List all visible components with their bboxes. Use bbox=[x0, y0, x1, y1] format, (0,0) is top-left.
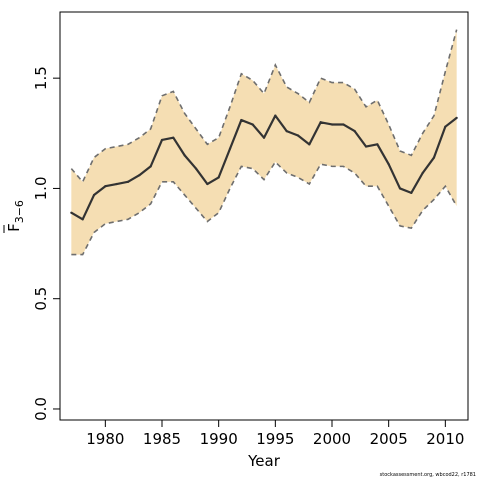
estimate-point-2011 bbox=[455, 116, 458, 119]
estimate-point-1991 bbox=[228, 147, 232, 150]
estimate-point-2006 bbox=[398, 187, 402, 190]
estimate-point-2008 bbox=[421, 171, 424, 175]
estimate-point-1983 bbox=[138, 174, 141, 177]
y-tick-label-0.0: 0.0 bbox=[32, 397, 50, 421]
y-axis-title-main: F bbox=[5, 223, 23, 232]
y-axis-title-subscript: 3−6 bbox=[13, 200, 26, 223]
estimate-point-1984 bbox=[149, 165, 152, 168]
estimate-point-1982 bbox=[126, 180, 130, 183]
estimate-point-2002 bbox=[353, 129, 356, 133]
x-tick-label-1995: 1995 bbox=[256, 430, 294, 448]
estimate-point-1990 bbox=[217, 176, 220, 179]
estimate-point-1996 bbox=[285, 129, 288, 133]
confidence-band bbox=[71, 29, 457, 255]
estimate-point-1997 bbox=[296, 134, 300, 137]
lower-bound-line bbox=[71, 160, 458, 256]
y-tick-label-1.0: 1.0 bbox=[32, 177, 50, 201]
upper-bound-line bbox=[70, 29, 458, 184]
estimate-point-1993 bbox=[251, 123, 254, 126]
y-tick-label-0.5: 0.5 bbox=[32, 287, 50, 311]
estimate-point-1995 bbox=[274, 114, 277, 117]
estimate-point-1977 bbox=[70, 211, 73, 214]
estimate-point-1986 bbox=[172, 136, 175, 139]
source-credit: stockassessment.org, wbcod22, r1781 bbox=[379, 472, 476, 478]
y-axis-title: F3−6 bbox=[3, 200, 26, 233]
x-tick-label-2005: 2005 bbox=[370, 430, 408, 448]
confidence-band-area bbox=[71, 29, 457, 255]
x-tick-label-1980: 1980 bbox=[86, 430, 124, 448]
x-axis: 1980 1985 1990 1995 2000 2005 2010 bbox=[86, 419, 464, 448]
x-axis-title: Year bbox=[247, 452, 281, 470]
x-tick-label-2010: 2010 bbox=[426, 430, 464, 448]
estimate-point-1979 bbox=[92, 193, 96, 197]
y-axis: 0.0 0.5 1.0 1.5 bbox=[32, 66, 61, 421]
estimate-point-2001 bbox=[342, 123, 345, 126]
estimate-point-1985 bbox=[160, 138, 164, 142]
x-tick-label-1985: 1985 bbox=[143, 430, 181, 448]
y-tick-label-1.5: 1.5 bbox=[32, 66, 50, 90]
estimate-point-2010 bbox=[444, 125, 447, 128]
estimate-point-1992 bbox=[240, 118, 243, 122]
estimate-point-2004 bbox=[376, 143, 379, 146]
x-tick-label-1990: 1990 bbox=[200, 430, 238, 448]
svg-text:F3−6: F3−6 bbox=[5, 200, 26, 232]
estimate-point-1988 bbox=[194, 167, 198, 170]
estimate-point-2009 bbox=[432, 156, 436, 159]
confidence-bounds bbox=[70, 29, 458, 256]
estimate-point-2005 bbox=[387, 163, 390, 166]
estimate-point-1987 bbox=[183, 154, 186, 157]
estimate-point-1998 bbox=[308, 143, 311, 146]
estimate-point-1994 bbox=[262, 136, 266, 139]
estimate-point-2007 bbox=[410, 191, 413, 194]
estimate-points bbox=[70, 114, 458, 221]
estimate-point-1980 bbox=[104, 185, 107, 188]
estimate-point-2003 bbox=[364, 145, 368, 148]
x-tick-label-2000: 2000 bbox=[313, 430, 351, 448]
estimate-point-1978 bbox=[81, 218, 84, 221]
estimate-point-1981 bbox=[115, 182, 118, 186]
estimate-point-1989 bbox=[206, 182, 209, 186]
estimate-point-2000 bbox=[330, 123, 334, 126]
estimate-point-1999 bbox=[319, 121, 322, 124]
